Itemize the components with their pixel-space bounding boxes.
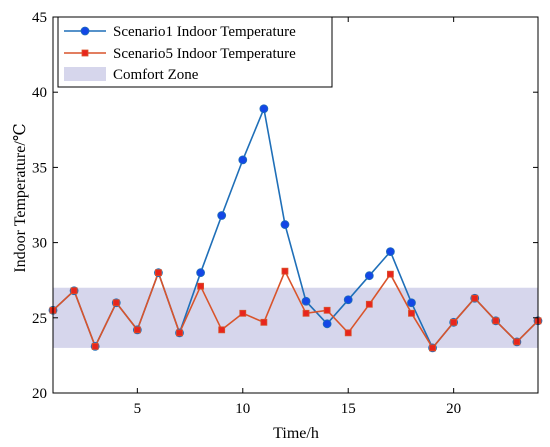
y-tick-label: 45 <box>32 10 47 26</box>
y-tick-label: 25 <box>32 311 47 327</box>
series-2-point <box>386 270 394 278</box>
series-2-point <box>323 306 331 314</box>
series-1-point <box>217 211 227 220</box>
series-2-point <box>260 318 268 326</box>
series-1-point <box>259 104 269 114</box>
series-1-point <box>364 271 374 281</box>
series-1-point <box>301 296 311 306</box>
series-layer <box>48 104 543 353</box>
x-axis-label: Time/h <box>273 425 319 442</box>
series-2-point <box>471 294 479 302</box>
y-tick-label: 40 <box>32 85 47 101</box>
series-1-point <box>407 298 416 308</box>
x-tick-label: 5 <box>134 401 142 417</box>
series-2-point <box>408 309 415 317</box>
y-tick-label: 20 <box>32 386 47 402</box>
series-1-point <box>280 220 290 229</box>
series-2-point <box>513 338 521 346</box>
series-2-point <box>429 344 436 352</box>
legend-swatch-comfort-zone <box>64 67 106 81</box>
y-tick-label: 35 <box>32 160 47 176</box>
comfort-zone-band <box>53 287 538 348</box>
legend-label-2: Scenario5 Indoor Temperature <box>113 46 296 62</box>
series-2-point <box>344 329 352 337</box>
series-2-point <box>70 287 78 295</box>
legend-marker-2 <box>81 49 89 57</box>
y-axis-label: Indoor Temperature/℃ <box>12 123 29 272</box>
series-2-point <box>133 326 141 334</box>
series-2-point <box>450 318 458 326</box>
series-2-point <box>239 309 247 317</box>
series-2-point <box>365 300 373 308</box>
series-2-point <box>302 309 310 317</box>
legend-label-1: Scenario1 Indoor Temperature <box>113 24 296 40</box>
series-2-point <box>91 342 99 350</box>
series-1-point <box>196 268 206 278</box>
x-tick-label: 20 <box>446 401 461 417</box>
x-tick-label: 10 <box>235 401 250 417</box>
series-1-point <box>322 319 332 329</box>
series-2-point <box>197 282 205 290</box>
series-1-point <box>343 295 353 305</box>
tick-labels: 5 10 15 20 20 25 30 35 40 45 <box>32 10 461 417</box>
series-line-2 <box>52 269 539 350</box>
series-2-point <box>112 299 120 307</box>
legend: Scenario1 Indoor Temperature Scenario5 In… <box>57 16 333 88</box>
series-2-point <box>281 267 289 275</box>
series-1-point <box>238 155 248 165</box>
series-2-point <box>155 269 162 277</box>
series-2-point <box>218 326 226 334</box>
legend-marker-1 <box>80 26 90 36</box>
comfort-zone-layer <box>53 287 538 348</box>
series-2-point <box>492 317 500 325</box>
x-tick-label: 15 <box>341 401 356 417</box>
y-tick-label: 30 <box>32 236 47 252</box>
series-1-point <box>385 247 395 257</box>
legend-label-comfort-zone: Comfort Zone <box>113 67 199 83</box>
series-2-point <box>176 329 183 337</box>
